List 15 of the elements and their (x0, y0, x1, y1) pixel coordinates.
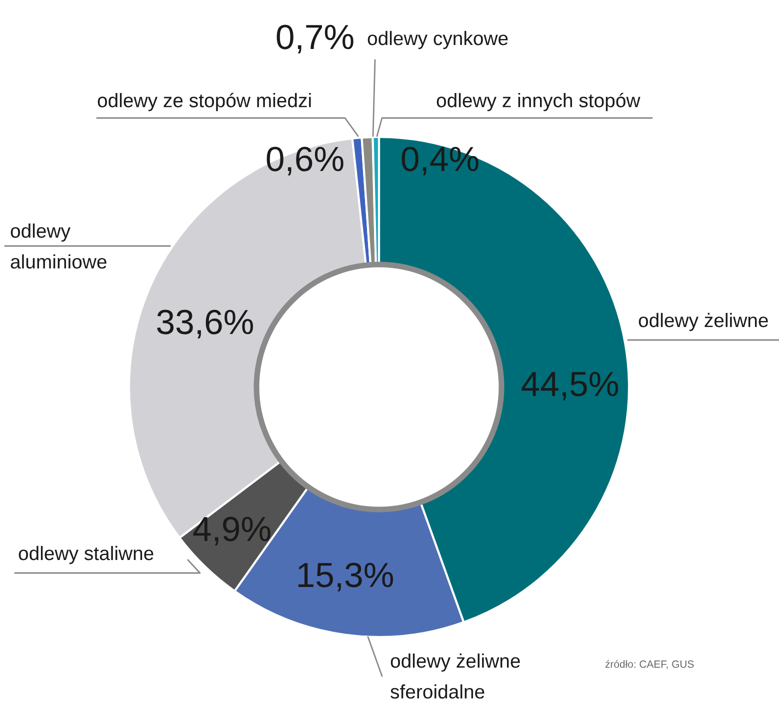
data-label: 0,6% (266, 146, 344, 176)
slice-label: odlewy ze stopów miedzi (98, 92, 311, 112)
slice-label: odlewy aluminiowe (10, 224, 106, 269)
data-label: 15,3% (298, 562, 393, 592)
slice-label: odlewy żeliwne sferoidalne (390, 654, 520, 699)
slice-label: odlewy żeliwne (638, 312, 768, 332)
text: źródło: CAEF, GUS (605, 660, 694, 670)
slice-label: odlewy cynkowe (368, 30, 508, 50)
data-label: 0,7% (276, 24, 354, 54)
data-label: 0,4% (402, 146, 478, 176)
slice-label: odlewy z innych stopów (436, 92, 640, 112)
data-label: 4,9% (193, 516, 270, 546)
data-label: 44,5% (522, 372, 618, 400)
data-label: 33,6% (157, 310, 253, 338)
slice-label: odlewy staliwne (18, 546, 154, 564)
